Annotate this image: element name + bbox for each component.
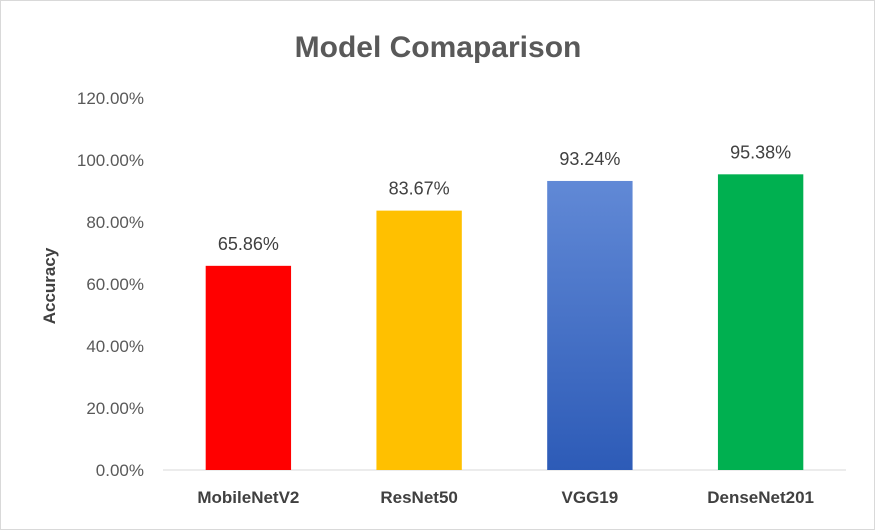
y-axis-ticks: 0.00% 20.00% 40.00% 60.00% 80.00% 100.00% 120.… [77, 89, 144, 480]
y-tick-label: 60.00% [86, 275, 144, 294]
data-label: 93.24% [559, 149, 620, 169]
y-tick-label: 120.00% [77, 89, 144, 108]
y-axis-label: Accuracy [40, 247, 59, 324]
bar-densenet201 [717, 174, 804, 470]
bar-vgg19 [547, 180, 633, 470]
data-label: 83.67% [389, 179, 450, 199]
chart-title: Model Comaparison [295, 31, 582, 64]
y-tick-label: 20.00% [86, 399, 144, 418]
y-tick-label: 0.00% [96, 461, 144, 480]
bar-mobilenetv2 [205, 265, 292, 470]
x-axis-ticks: MobileNetV2 ResNet50 VGG19 DenseNet201 [197, 488, 814, 507]
x-tick-label: DenseNet201 [707, 488, 814, 507]
y-tick-label: 80.00% [86, 213, 144, 232]
bar-resnet50 [376, 210, 462, 471]
data-label: 65.86% [218, 234, 279, 254]
data-labels: 65.86% 83.67% 93.24% 95.38% [218, 142, 791, 254]
x-tick-label: ResNet50 [380, 488, 458, 507]
x-tick-label: VGG19 [562, 488, 619, 507]
x-tick-label: MobileNetV2 [197, 488, 299, 507]
y-tick-label: 100.00% [77, 151, 144, 170]
y-tick-label: 40.00% [86, 337, 144, 356]
data-label: 95.38% [730, 142, 791, 162]
bars [205, 174, 804, 471]
